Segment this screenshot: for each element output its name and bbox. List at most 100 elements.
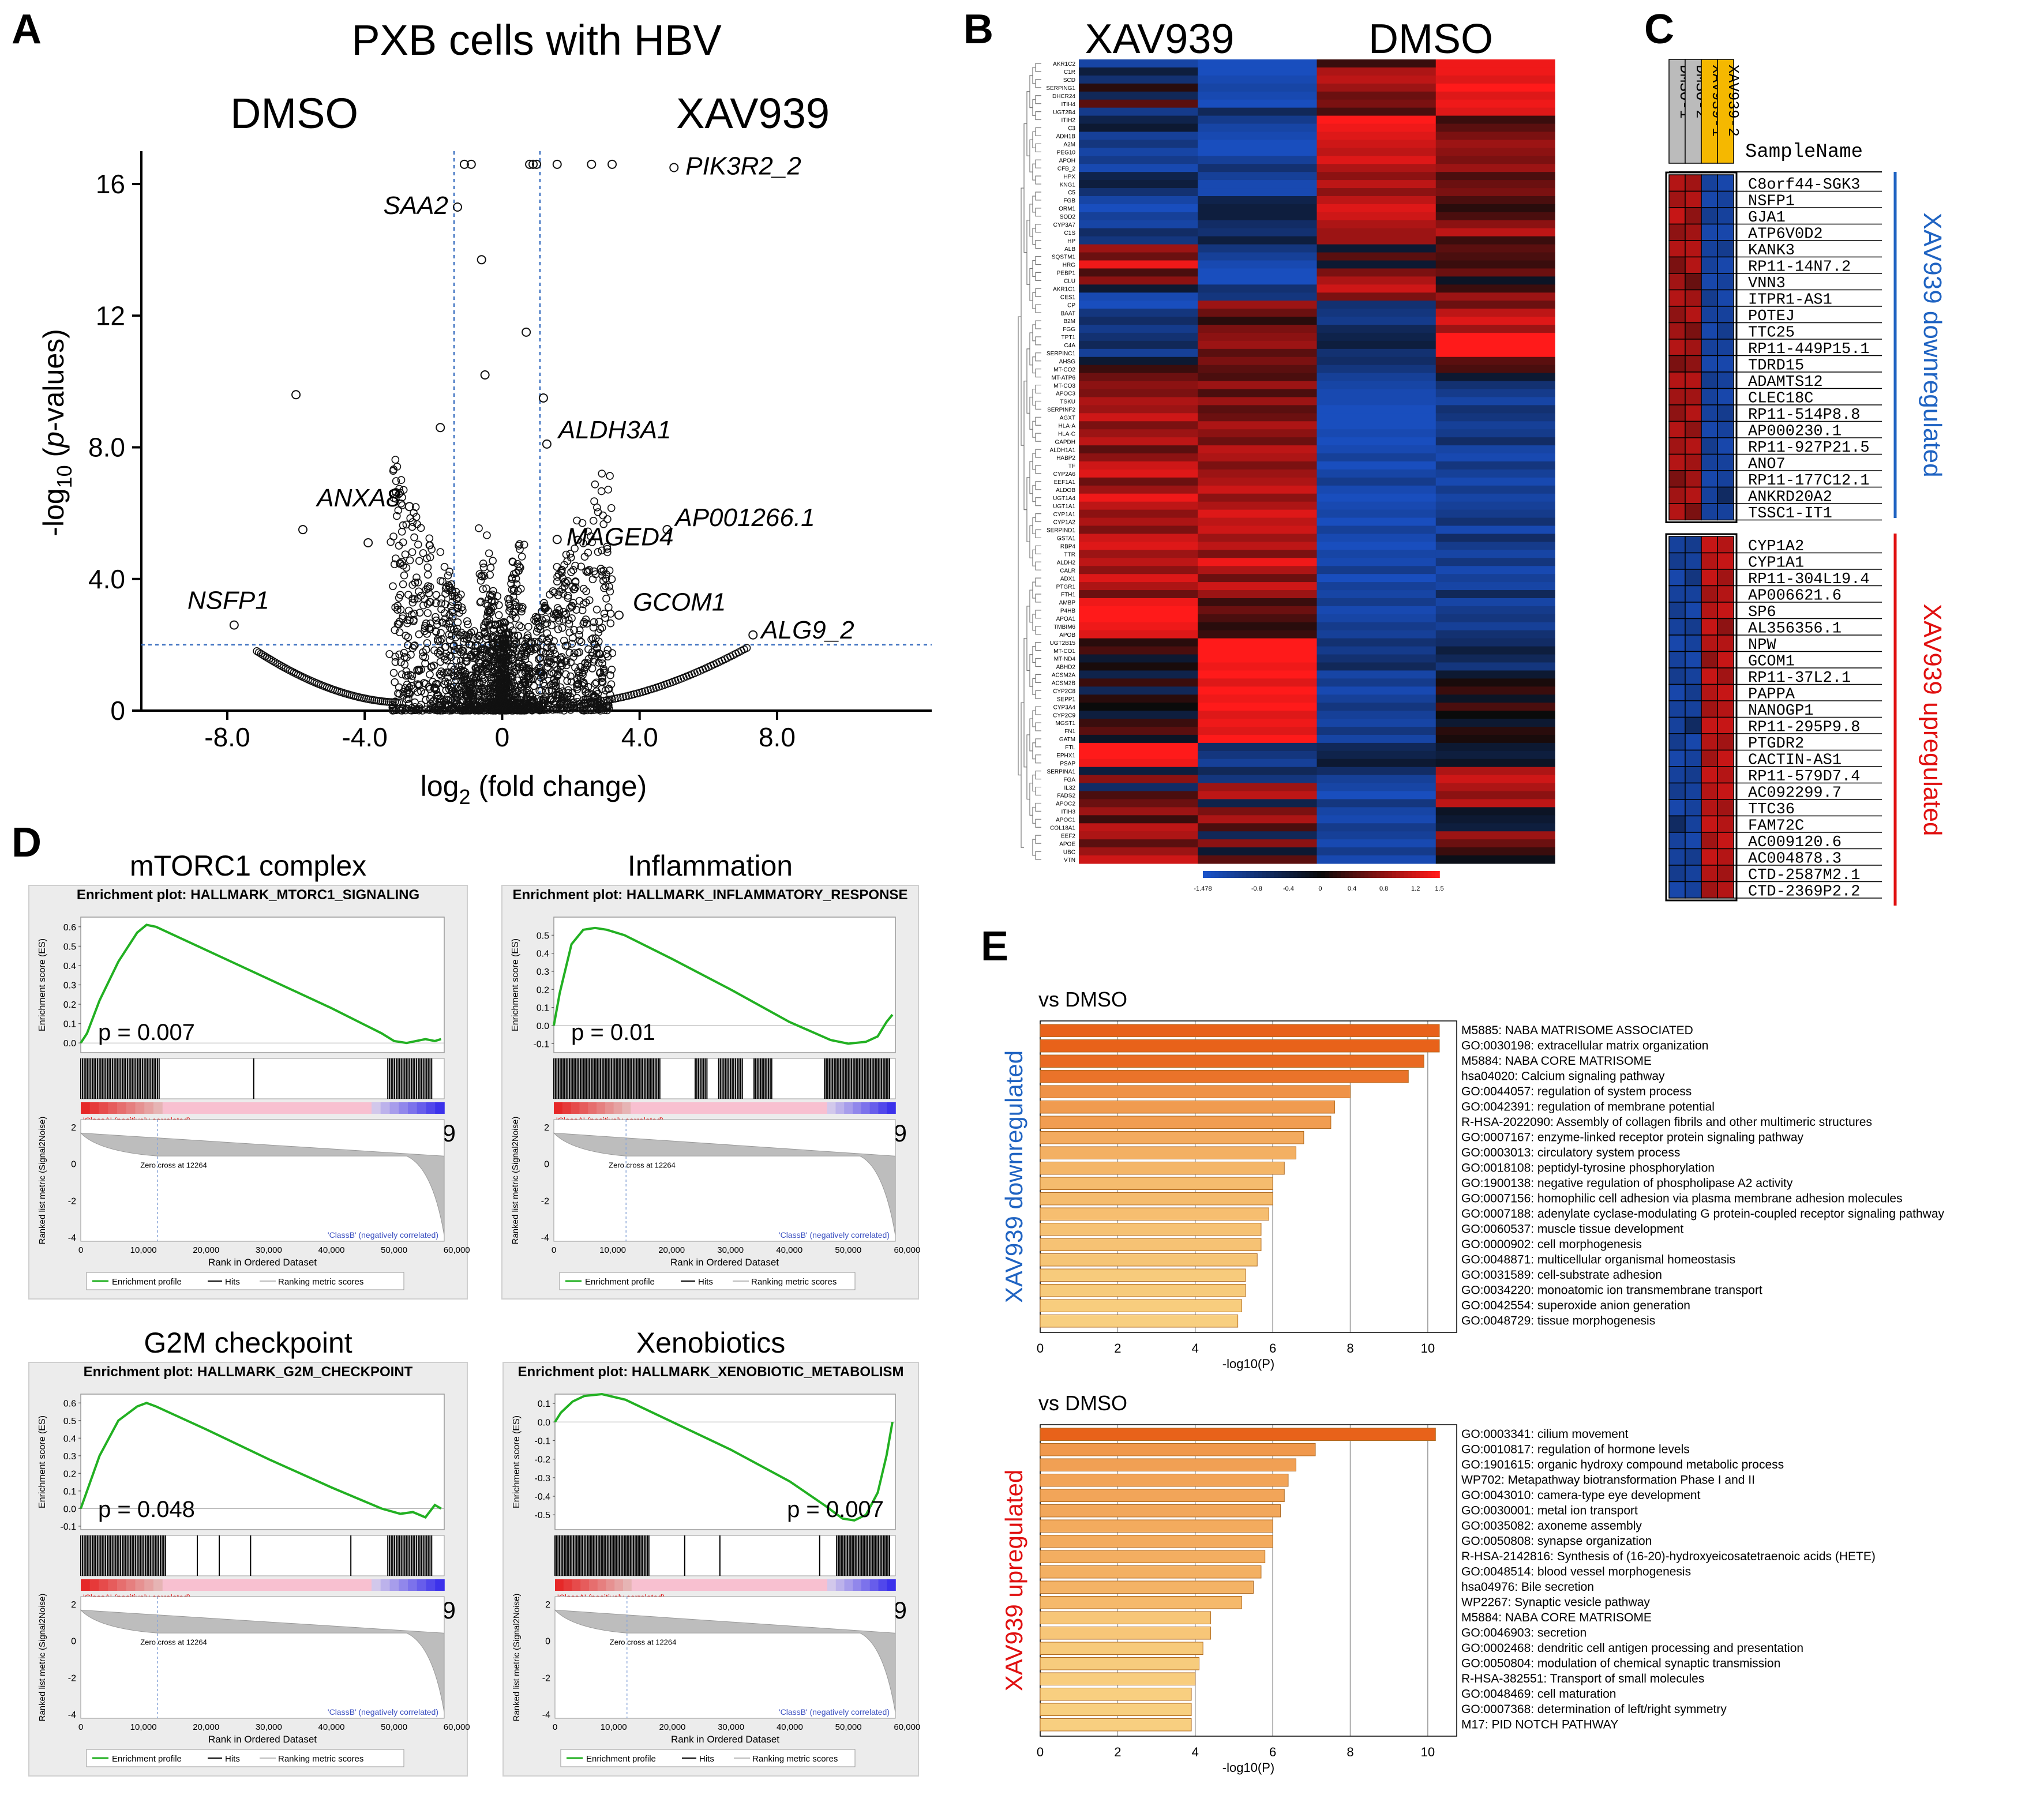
volcano-point [616, 693, 625, 702]
heatmap-b-cell [1198, 461, 1318, 470]
heatmap-b-cell [1198, 558, 1318, 566]
volcano-gene-label: ALDH3A1 [557, 416, 672, 444]
heatmap-b-cell [1435, 309, 1555, 317]
gsea-hits-area [80, 1058, 445, 1099]
heatmap-c-sample-color [1717, 59, 1734, 164]
heatmap-b-cell [1435, 236, 1555, 245]
go-bar [1040, 1024, 1440, 1037]
volcano-point [419, 601, 427, 610]
volcano-point [447, 668, 456, 677]
heatmap-b-dendrogram-branch [1035, 240, 1041, 249]
heatmap-c-down-cell [1685, 404, 1702, 422]
volcano-point [530, 682, 538, 690]
heatmap-b-gene-label: HLA-C [1058, 431, 1075, 437]
heatmap-b-gene-label: KNG1 [1060, 182, 1076, 188]
volcano-point [583, 698, 591, 707]
heatmap-c-down-gene-label: CLEC18C [1748, 390, 1813, 408]
heatmap-c-down-gene-label: C8orf44-SGK3 [1748, 177, 1860, 194]
heatmap-c-up-gene-label: TTC36 [1748, 801, 1795, 818]
heatmap-b-legend-swatch [1384, 871, 1389, 878]
volcano-point [586, 698, 594, 707]
gsea-x-axis-label: Rank in Ordered Dataset [208, 1734, 317, 1745]
go-term-label: GO:0048871: multicellular organismal hom… [1461, 1253, 1735, 1267]
heatmap-b-dendrogram-branch [1035, 175, 1041, 185]
heatmap-c-up-gene-label: AL356356.1 [1748, 621, 1842, 638]
gsea-color-bar-segment [562, 1102, 572, 1114]
heatmap-b-cell [1317, 727, 1437, 735]
volcano-point [549, 646, 558, 655]
gsea-color-bar-segment [417, 1579, 427, 1591]
heatmap-c-up-gene-label: CTD-2369P2.2 [1748, 884, 1860, 901]
volcano-point [485, 641, 493, 649]
heatmap-b-dendrogram-branch [1035, 79, 1041, 88]
heatmap-b-dendrogram-branch [1029, 204, 1033, 237]
volcano-point [556, 700, 565, 709]
heatmap-b-cell [1079, 172, 1198, 181]
volcano-point [537, 705, 546, 714]
gsea-rank-metric [553, 1132, 896, 1236]
go-term-label: GO:0050808: synapse organization [1461, 1535, 1652, 1548]
volcano-point [393, 606, 402, 614]
heatmap-b-dendrogram-branch [1032, 581, 1036, 599]
volcano-point [398, 614, 407, 622]
volcano-point [606, 619, 615, 628]
gsea-color-bar-segment [801, 1102, 811, 1114]
volcano-point [423, 609, 432, 617]
gsea-color-bar-segment [426, 1579, 436, 1591]
gsea-color-bar-segment [235, 1102, 245, 1114]
volcano-point [542, 439, 552, 449]
heatmap-b-cell [1317, 445, 1437, 454]
go-term-label: GO:0035082: axoneme assembly [1461, 1519, 1642, 1533]
heatmap-b-cell [1317, 413, 1437, 422]
gsea-color-bar-segment [878, 1579, 888, 1591]
gsea-color-bar-segment [699, 1579, 709, 1591]
heatmap-b-cell [1435, 678, 1555, 687]
gsea-color-bar-segment [326, 1579, 336, 1591]
heatmap-b-cell [1079, 485, 1198, 494]
volcano-point [408, 548, 417, 557]
go-x-tick: 8 [1347, 1341, 1353, 1355]
volcano-gene-label: SAA2 [383, 191, 448, 220]
heatmap-b-cell [1435, 493, 1555, 502]
heatmap-b-cell [1435, 461, 1555, 470]
gsea-color-bar-segment [691, 1579, 700, 1591]
heatmap-b-cell [1198, 493, 1318, 502]
heatmap-c-up-gene-label: PTGDR2 [1748, 735, 1804, 753]
heatmap-b-dendrogram-branch [1035, 256, 1041, 265]
heatmap-c-down-cell [1685, 240, 1702, 258]
volcano-point [508, 573, 516, 582]
volcano-point [545, 686, 553, 695]
heatmap-b-legend-swatch [1250, 871, 1255, 878]
heatmap-b-cell [1435, 670, 1555, 679]
volcano-point [496, 707, 504, 715]
gsea-color-bar-segment [571, 1102, 580, 1114]
heatmap-b-cell [1435, 542, 1555, 550]
gsea-rank-tick: 2 [544, 1123, 549, 1133]
heatmap-b-cell [1435, 164, 1555, 172]
heatmap-b-legend-swatch [1408, 871, 1412, 878]
volcano-point [490, 598, 499, 606]
heatmap-b-cell [1317, 767, 1437, 776]
heatmap-b-legend-swatch [1222, 871, 1227, 878]
heatmap-b-legend-swatch [1427, 871, 1432, 878]
go-plot-frame [1040, 1424, 1457, 1737]
heatmap-b-gene-label: UGT2B4 [1053, 110, 1075, 116]
heatmap-b-cell [1317, 365, 1437, 374]
heatmap-b-cell [1198, 236, 1318, 245]
heatmap-b-cell [1198, 550, 1318, 558]
heatmap-b-cell [1317, 686, 1437, 695]
gsea-color-bar-segment [307, 1102, 318, 1114]
gsea-color-bar-segment [290, 1102, 299, 1114]
heatmap-c-down-gene-label: POTEJ [1748, 308, 1795, 325]
heatmap-b-legend-swatch [1337, 871, 1341, 878]
volcano-point [444, 696, 452, 704]
gsea-color-bar-segment [861, 1102, 871, 1114]
heatmap-b-legend-swatch [1214, 871, 1220, 878]
volcano-point [580, 553, 589, 561]
go-x-tick: 2 [1114, 1745, 1121, 1759]
heatmap-b-cell [1198, 301, 1318, 309]
heatmap-b-cell [1317, 493, 1437, 502]
heatmap-b-dendrogram-branch [1035, 384, 1041, 394]
heatmap-b-dendrogram-branch [1032, 324, 1036, 341]
gsea-color-bar-segment [614, 1579, 624, 1591]
